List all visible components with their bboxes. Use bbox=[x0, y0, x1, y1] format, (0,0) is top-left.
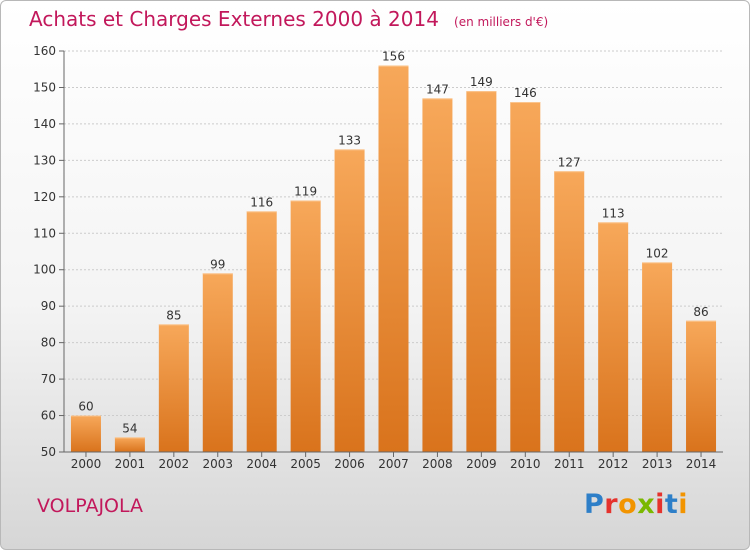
bars bbox=[70, 65, 717, 453]
logo-letter: o bbox=[618, 489, 638, 520]
bar bbox=[290, 200, 321, 452]
bar bbox=[642, 262, 673, 452]
logo-letter: r bbox=[604, 489, 619, 520]
data-label: 85 bbox=[166, 308, 181, 322]
y-tick-label: 160 bbox=[33, 44, 56, 58]
x-tick-label: 2013 bbox=[642, 457, 673, 471]
x-tick-label: 2000 bbox=[71, 457, 102, 471]
bar bbox=[422, 98, 453, 453]
data-label: 147 bbox=[426, 82, 449, 96]
chart-title: Achats et Charges Externes 2000 à 2014 (… bbox=[29, 7, 548, 31]
y-tick-label: 140 bbox=[33, 117, 56, 131]
chart-title-main: Achats et Charges Externes 2000 à 2014 bbox=[29, 7, 439, 31]
bar bbox=[686, 320, 717, 452]
bar bbox=[202, 273, 233, 452]
logo-letter: P bbox=[584, 489, 605, 520]
logo-letter: x bbox=[637, 489, 656, 520]
y-tick-label: 70 bbox=[41, 372, 56, 386]
data-label: 127 bbox=[558, 155, 581, 169]
logo-letter: t bbox=[664, 489, 679, 520]
axes bbox=[59, 50, 723, 457]
chart-title-unit: (en milliers d'€) bbox=[454, 15, 549, 29]
x-tick-label: 2005 bbox=[290, 457, 321, 471]
x-tick-label: 2001 bbox=[115, 457, 146, 471]
y-tick-label: 110 bbox=[33, 226, 56, 240]
y-tick-label: 150 bbox=[33, 80, 56, 94]
x-tick-label: 2012 bbox=[598, 457, 629, 471]
bar bbox=[114, 437, 145, 452]
bar bbox=[554, 171, 585, 453]
bar bbox=[510, 102, 541, 452]
bar bbox=[334, 149, 365, 452]
data-label: 102 bbox=[646, 246, 669, 260]
x-tick-label: 2010 bbox=[510, 457, 541, 471]
data-label: 54 bbox=[122, 421, 137, 435]
bar bbox=[246, 211, 277, 452]
data-label: 119 bbox=[294, 184, 317, 198]
data-label: 113 bbox=[602, 206, 625, 220]
data-label: 60 bbox=[78, 400, 93, 414]
x-tick-label: 2009 bbox=[466, 457, 497, 471]
data-label: 149 bbox=[470, 75, 493, 89]
y-tick-label: 130 bbox=[33, 153, 56, 167]
y-tick-label: 80 bbox=[41, 336, 56, 350]
y-tick-label: 90 bbox=[41, 299, 56, 313]
bar bbox=[598, 222, 629, 452]
proxiti-logo: Proxiti bbox=[584, 489, 688, 520]
commune-name: VOLPAJOLA bbox=[37, 495, 144, 517]
data-label: 146 bbox=[514, 86, 537, 100]
data-label: 99 bbox=[210, 257, 225, 271]
x-tick-label: 2004 bbox=[246, 457, 277, 471]
x-tick-label: 2007 bbox=[378, 457, 409, 471]
data-label: 156 bbox=[382, 50, 405, 64]
x-tick-label: 2003 bbox=[202, 457, 233, 471]
data-label: 133 bbox=[338, 133, 361, 147]
logo-letter: i bbox=[678, 489, 689, 520]
bar bbox=[158, 324, 189, 452]
x-tick-label: 2011 bbox=[554, 457, 585, 471]
y-tick-label: 120 bbox=[33, 190, 56, 204]
y-tick-label: 60 bbox=[41, 409, 56, 423]
labels: 50 60 70 80 90 100 110 120 130 140 150 160 60 2000 54 2… bbox=[33, 44, 716, 471]
bar bbox=[466, 91, 497, 452]
x-tick-label: 2002 bbox=[159, 457, 190, 471]
y-tick-label: 50 bbox=[41, 445, 56, 459]
x-tick-label: 2008 bbox=[422, 457, 453, 471]
bar bbox=[378, 65, 409, 452]
logo-letter: i bbox=[655, 489, 665, 520]
x-tick-label: 2006 bbox=[334, 457, 365, 471]
x-tick-label: 2014 bbox=[686, 457, 717, 471]
bar bbox=[70, 415, 101, 452]
data-label: 116 bbox=[250, 195, 273, 209]
data-label: 86 bbox=[693, 305, 708, 319]
y-tick-label: 100 bbox=[33, 263, 56, 277]
